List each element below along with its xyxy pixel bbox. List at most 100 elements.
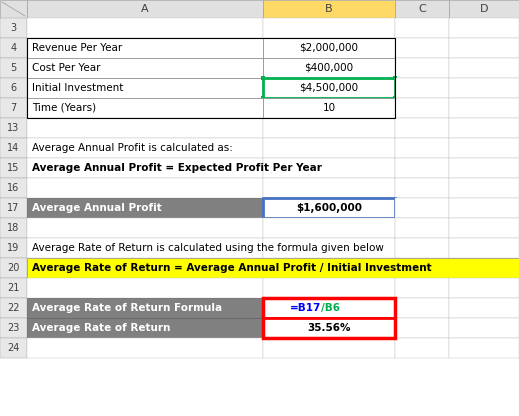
Bar <box>263 178 395 198</box>
Bar <box>395 58 449 78</box>
Bar <box>263 198 395 218</box>
Bar <box>0 38 27 58</box>
Text: 18: 18 <box>7 223 20 233</box>
Bar <box>395 118 449 138</box>
Bar <box>395 338 449 358</box>
Bar <box>449 58 519 78</box>
Bar <box>263 278 395 298</box>
Text: /B6: /B6 <box>321 303 340 313</box>
Bar <box>263 58 395 78</box>
Bar <box>395 298 449 318</box>
Bar <box>449 158 519 178</box>
Text: 21: 21 <box>7 283 20 293</box>
Bar <box>395 238 449 258</box>
Text: Average Rate of Return is calculated using the formula given below: Average Rate of Return is calculated usi… <box>32 243 384 253</box>
Bar <box>395 98 449 118</box>
Bar <box>263 98 395 118</box>
Bar <box>449 298 519 318</box>
Bar <box>263 238 395 258</box>
Bar <box>263 78 395 98</box>
Bar <box>395 218 449 238</box>
Text: =B17: =B17 <box>290 303 321 313</box>
Text: C: C <box>418 4 426 14</box>
Bar <box>263 118 395 138</box>
Bar <box>263 158 395 178</box>
Bar <box>395 278 449 298</box>
Text: 17: 17 <box>7 203 20 213</box>
Bar <box>263 298 395 318</box>
Text: 13: 13 <box>7 123 20 133</box>
Bar <box>263 218 395 238</box>
Bar <box>27 338 263 358</box>
Bar <box>0 318 27 338</box>
Bar <box>449 218 519 238</box>
Bar <box>263 18 395 38</box>
Text: 6: 6 <box>10 83 17 93</box>
Bar <box>395 198 449 218</box>
Bar <box>395 38 449 58</box>
Bar <box>27 58 263 78</box>
Text: A: A <box>141 4 149 14</box>
Bar <box>0 18 27 38</box>
Bar <box>263 318 395 338</box>
Bar <box>27 38 263 58</box>
Bar <box>449 38 519 58</box>
Bar <box>0 338 27 358</box>
Bar <box>0 238 27 258</box>
Text: D: D <box>480 4 488 14</box>
Bar <box>27 198 263 218</box>
Bar <box>27 238 263 258</box>
Text: Average Annual Profit = Expected Profit Per Year: Average Annual Profit = Expected Profit … <box>32 163 322 173</box>
Text: Average Rate of Return = Average Annual Profit / Initial Investment: Average Rate of Return = Average Annual … <box>32 263 432 273</box>
Text: Initial Investment: Initial Investment <box>32 83 124 93</box>
Bar <box>0 78 27 98</box>
Bar <box>263 318 395 338</box>
Text: 15: 15 <box>7 163 20 173</box>
Bar <box>393 96 397 100</box>
Bar <box>449 178 519 198</box>
Text: 16: 16 <box>7 183 20 193</box>
Bar <box>395 0 449 18</box>
Bar <box>261 96 265 100</box>
Bar <box>27 218 263 238</box>
Bar <box>0 198 27 218</box>
Text: 4: 4 <box>10 43 17 53</box>
Bar <box>0 298 27 318</box>
Bar <box>0 98 27 118</box>
Text: Revenue Per Year: Revenue Per Year <box>32 43 122 53</box>
Text: $1,600,000: $1,600,000 <box>296 203 362 213</box>
Bar <box>449 98 519 118</box>
Bar <box>395 158 449 178</box>
Bar <box>261 76 265 80</box>
Text: $2,000,000: $2,000,000 <box>299 43 359 53</box>
Bar <box>263 338 395 358</box>
Text: $4,500,000: $4,500,000 <box>299 83 359 93</box>
Bar <box>263 78 395 98</box>
Bar <box>27 178 263 198</box>
Text: Time (Years): Time (Years) <box>32 103 96 113</box>
Text: B: B <box>325 4 333 14</box>
Text: 19: 19 <box>7 243 20 253</box>
Text: Average Annual Profit is calculated as:: Average Annual Profit is calculated as: <box>32 143 233 153</box>
Bar <box>0 178 27 198</box>
Text: 10: 10 <box>322 103 336 113</box>
Text: Average Rate of Return: Average Rate of Return <box>32 323 170 333</box>
Bar <box>27 258 519 278</box>
Text: 23: 23 <box>7 323 20 333</box>
Bar <box>393 76 397 80</box>
Bar <box>449 198 519 218</box>
Bar <box>449 18 519 38</box>
Bar <box>449 78 519 98</box>
Bar <box>263 38 395 58</box>
Text: 22: 22 <box>7 303 20 313</box>
Bar <box>27 0 263 18</box>
Bar <box>27 38 395 118</box>
Bar <box>0 258 27 278</box>
Bar <box>263 198 395 218</box>
Bar <box>263 0 395 18</box>
Bar <box>263 138 395 158</box>
Bar <box>0 278 27 298</box>
Bar <box>27 158 263 178</box>
Bar <box>27 78 263 98</box>
Bar <box>0 0 27 18</box>
